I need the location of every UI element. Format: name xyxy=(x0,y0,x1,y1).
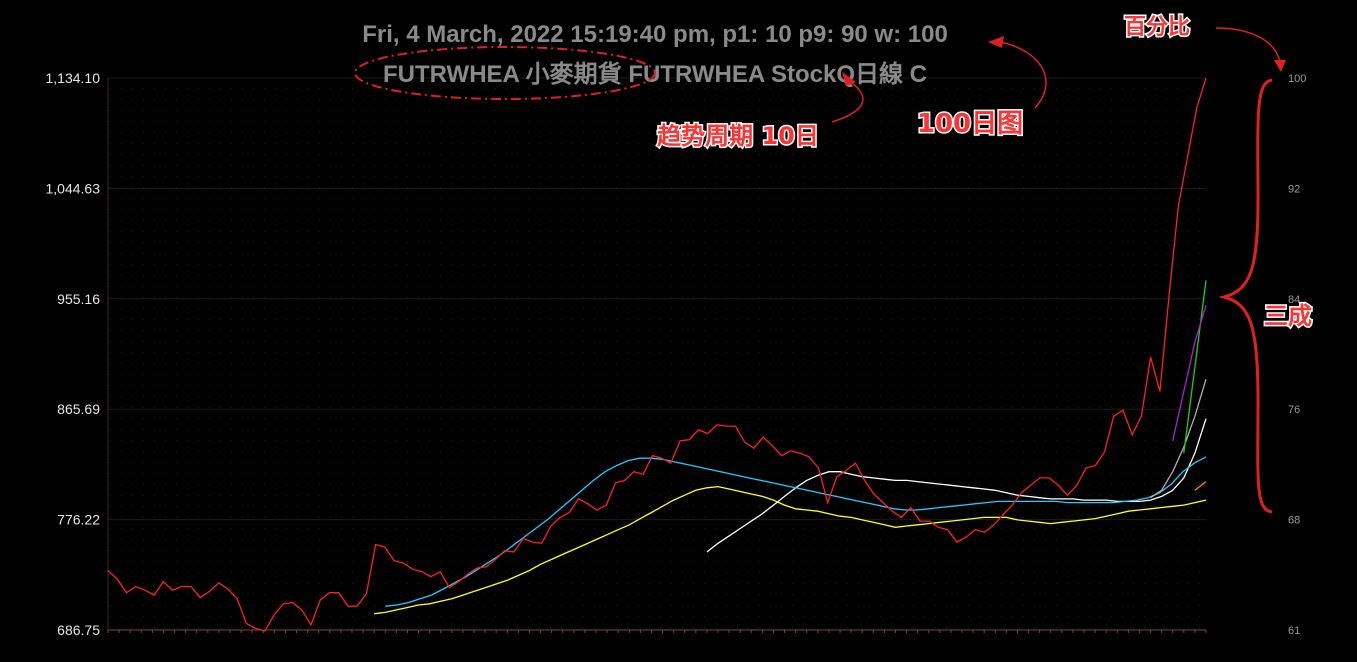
left-tick-label: 955.16 xyxy=(57,291,100,307)
series-layer xyxy=(107,77,1207,632)
annotation-brace xyxy=(1218,78,1273,514)
series-line-5 xyxy=(1183,280,1207,454)
right-tick-label: 92 xyxy=(1288,183,1300,195)
series-line-1 xyxy=(374,485,1207,615)
plot-grid xyxy=(108,78,1206,630)
annotation-percent: 百分比 xyxy=(1124,15,1190,40)
annotation-arrow-days xyxy=(999,41,1047,109)
left-tick-label: 686.75 xyxy=(57,622,100,638)
grid-lines xyxy=(107,77,1206,631)
right-tick-label: 76 xyxy=(1288,404,1300,416)
annotation-arrowhead-trend xyxy=(842,72,856,86)
annotation-arrowhead-days xyxy=(988,36,1004,48)
right-tick-label: 68 xyxy=(1288,515,1300,527)
annotation-ellipse xyxy=(354,46,656,100)
annotation-arrow-percent xyxy=(1215,27,1281,63)
annotation-thirty-percent: 三成 xyxy=(1264,302,1312,330)
series-line-0 xyxy=(107,77,1207,632)
right-tick-label: 61 xyxy=(1288,625,1300,637)
right-tick-label: 84 xyxy=(1288,294,1300,306)
annotation-100-day: 100日图 xyxy=(917,109,1023,139)
right-tick-label: 100 xyxy=(1288,73,1306,85)
annotation-arrow-trend xyxy=(831,79,864,123)
x-axis-ticks xyxy=(107,630,1207,633)
left-tick-label: 1,044.63 xyxy=(46,180,101,196)
series-line-4 xyxy=(1150,379,1207,499)
left-tick-label: 776.22 xyxy=(57,512,100,528)
series-line-7 xyxy=(1194,481,1207,491)
left-tick-label: 865.69 xyxy=(57,401,100,417)
chart-title: Fri, 4 March, 2022 15:19:40 pm, p1: 10 p… xyxy=(362,21,948,48)
right-y-axis: 100 92 84 76 68 61 xyxy=(1288,73,1306,637)
series-line-3 xyxy=(385,456,1207,607)
left-tick-label: 1,134.10 xyxy=(46,70,101,86)
annotation-arrowhead-percent xyxy=(1274,60,1286,72)
series-line-6 xyxy=(1172,305,1207,442)
annotation-trend-period: 趋势周期 10日 xyxy=(657,122,819,150)
left-y-axis: 1,134.10 1,044.63 955.16 865.69 776.22 686.75 xyxy=(46,70,101,638)
